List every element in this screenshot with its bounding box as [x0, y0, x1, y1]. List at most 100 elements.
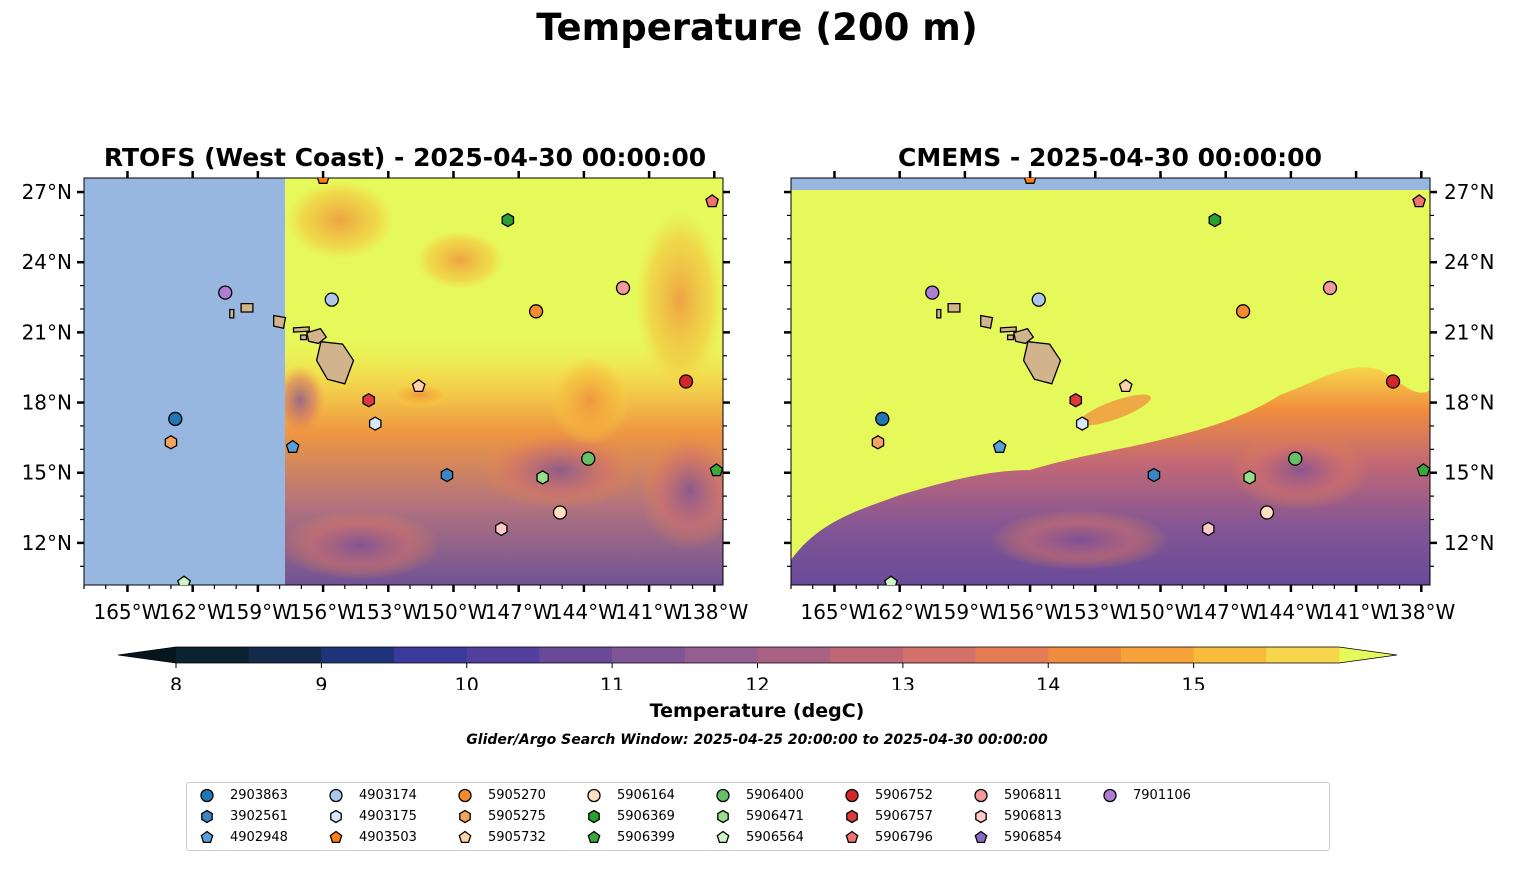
- float-marker-5906399: [1416, 463, 1430, 477]
- legend-marker-shape: [587, 830, 601, 844]
- colorbar-segment: [466, 647, 540, 663]
- cmems-panel-title: CMEMS - 2025-04-30 00:00:00: [898, 143, 1322, 172]
- colorbar-label: Temperature (degC): [649, 700, 865, 722]
- float-marker-4903503: [1023, 178, 1037, 184]
- colorbar-segment: [248, 647, 322, 663]
- rtofs-float-markers: [164, 178, 723, 585]
- island-shape: [299, 334, 308, 341]
- rtofs-eddy: [275, 365, 325, 435]
- legend-marker-pentagon-icon: [845, 830, 859, 844]
- island-shape: [229, 308, 235, 319]
- float-marker-5906564: [177, 575, 191, 585]
- x-tick-label: 153°W: [354, 600, 422, 624]
- legend-item-7901106: 7901106: [1102, 787, 1227, 804]
- legend-item-5905732: 5905732: [457, 829, 582, 846]
- colorbar-tick-label: 12: [745, 674, 769, 690]
- legend-marker-shape: [1103, 788, 1117, 803]
- colorbar-segment: [902, 647, 977, 663]
- legend-marker-hexagon-icon: [330, 809, 342, 824]
- legend-marker-shape: [974, 830, 988, 844]
- y-tick-label: 15°N: [1444, 461, 1494, 485]
- float-marker-5906813: [1202, 521, 1215, 537]
- x-tick-label: 159°W: [931, 600, 999, 624]
- legend-item-5906399: 5906399: [586, 829, 711, 846]
- x-tick-label: 144°W: [1257, 600, 1325, 624]
- float-marker-4903175: [1075, 416, 1089, 431]
- rtofs-eddy: [480, 430, 640, 510]
- island-shape: [947, 302, 961, 313]
- legend-marker-shape: [845, 830, 859, 844]
- colorbar-tick-label: 10: [455, 674, 479, 690]
- float-marker-4902948: [992, 439, 1007, 453]
- legend-label: 5906752: [875, 788, 933, 803]
- float-marker-4903174: [324, 292, 339, 307]
- x-tick-label: 165°W: [93, 600, 161, 624]
- rtofs-map: [84, 178, 723, 585]
- float-marker-5905732: [1118, 378, 1133, 393]
- x-tick-label: 162°W: [866, 600, 934, 624]
- legend-marker-hexagon-icon: [459, 809, 471, 824]
- legend-marker-hexagon-icon: [588, 809, 600, 824]
- x-tick-label: 144°W: [550, 600, 618, 624]
- legend-marker-shape: [975, 809, 987, 824]
- legend-item-2903863: 2903863: [199, 787, 324, 804]
- legend-item-5906757: 5906757: [844, 808, 969, 825]
- colorbar-segment: [612, 647, 686, 663]
- rtofs-eddy: [640, 430, 723, 550]
- colorbar-segment: [1193, 647, 1267, 663]
- legend-marker-pentagon-icon: [200, 830, 214, 844]
- colorbar-tick-label: 9: [315, 674, 327, 690]
- float-marker-5906813: [495, 521, 508, 537]
- float-marker-5906752: [678, 374, 694, 389]
- float-marker-5905270: [1235, 304, 1251, 319]
- rtofs-eddy: [280, 510, 440, 580]
- legend-marker-circle-icon: [845, 788, 859, 803]
- rtofs-map-frame: [83, 177, 724, 586]
- legend-label: 5906369: [617, 809, 675, 824]
- legend-marker-circle-icon: [587, 788, 601, 803]
- legend-item-5906400: 5906400: [715, 787, 840, 804]
- colorbar-segment: [394, 647, 468, 663]
- colorbar-segment: [830, 647, 904, 663]
- legend-item-3902561: 3902561: [199, 808, 324, 825]
- legend-item-5905275: 5905275: [457, 808, 582, 825]
- legend-label: 5906796: [875, 830, 933, 845]
- float-marker-5906757: [1069, 392, 1083, 408]
- legend-marker-shape: [329, 788, 343, 803]
- legend-marker-shape: [200, 788, 214, 803]
- colorbar-over-arrow: [1339, 647, 1397, 663]
- y-tick-label: 24°N: [22, 250, 72, 274]
- legend-marker-shape: [459, 809, 471, 824]
- float-marker-5906796: [1412, 194, 1427, 208]
- legend-label: 2903863: [230, 788, 288, 803]
- legend-item-5906471: 5906471: [715, 808, 840, 825]
- float-marker-5906752: [1385, 374, 1401, 389]
- float-marker-4902948: [285, 439, 300, 453]
- legend-marker-shape: [845, 788, 859, 803]
- cmems-no-data-band: [791, 178, 1430, 190]
- x-tick-label: 138°W: [1387, 600, 1455, 624]
- float-marker-7901106: [218, 285, 233, 300]
- float-marker-4903174: [1031, 292, 1046, 307]
- search-window-note: Glider/Argo Search Window: 2025-04-25 20…: [466, 732, 1048, 748]
- float-marker-3902561: [440, 467, 454, 483]
- legend-marker-pentagon-icon: [716, 830, 730, 844]
- legend-marker-hexagon-icon: [201, 809, 213, 824]
- legend-marker-shape: [330, 809, 342, 824]
- y-tick-label: 12°N: [22, 531, 72, 555]
- y-tick-label: 21°N: [22, 320, 72, 344]
- colorbar-segment: [321, 647, 395, 663]
- colorbar-tick-label: 15: [1182, 674, 1206, 690]
- legend-label: 5905270: [488, 788, 546, 803]
- legend-marker-circle-icon: [458, 788, 472, 803]
- legend-item-5906564: 5906564: [715, 829, 840, 846]
- float-marker-5905732: [411, 378, 426, 393]
- float-legend: 2903863 3902561 4902948 4903174 4903175 49035…: [186, 782, 1330, 851]
- island-shape: [1006, 334, 1015, 341]
- legend-label: 5906757: [875, 809, 933, 824]
- legend-marker-shape: [329, 830, 343, 844]
- y-tick-label: 18°N: [1444, 391, 1494, 415]
- legend-marker-pentagon-icon: [587, 830, 601, 844]
- cmems-south-cool-water: [791, 367, 1430, 585]
- float-marker-5905270: [528, 304, 544, 319]
